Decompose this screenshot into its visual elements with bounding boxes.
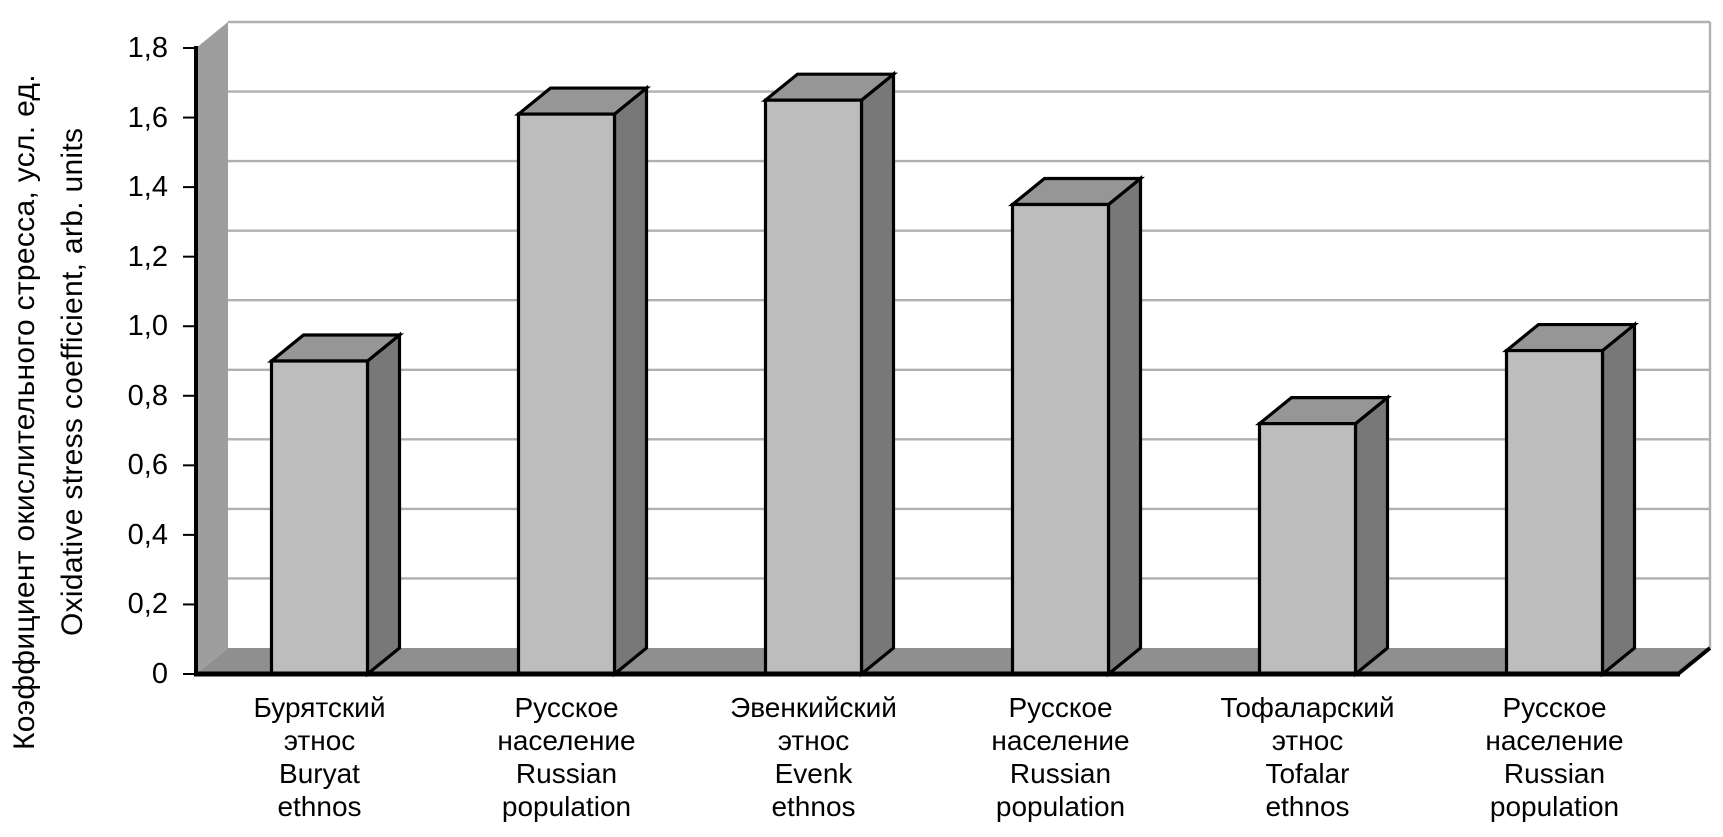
y-axis-label-russian: Коэффициент окислительного стресса, усл.…: [8, 74, 41, 750]
y-tick-label: 0,2: [127, 588, 168, 621]
y-tick-label: 1,8: [127, 32, 168, 64]
y-tick-label: 1,4: [127, 171, 168, 204]
floor-right-edge: [1676, 646, 1712, 676]
bar-side-face: [1600, 321, 1637, 678]
category-label-1: Русское население Russian population: [444, 691, 690, 823]
category-label-line: ethnos: [1265, 791, 1350, 822]
category-label-2: Эвенкийский этнос Evenk ethnos: [691, 691, 937, 823]
floor: [196, 648, 1710, 674]
bar-side-face: [1353, 394, 1390, 678]
bar-3: [1010, 202, 1111, 676]
category-label-line: Русское: [1502, 692, 1607, 723]
category-label-line: Russian: [515, 758, 618, 789]
category-label-line: Тофаларский: [1220, 692, 1395, 723]
category-label-line: ethnos: [277, 791, 362, 822]
category-label-line: Evenk: [774, 758, 853, 789]
bar-side-face: [1106, 175, 1143, 678]
category-label-line: население: [1485, 725, 1624, 756]
category-label-line: ethnos: [771, 791, 856, 822]
bar-0: [269, 359, 370, 676]
category-label-line: Tofalar: [1265, 758, 1350, 789]
bar-2: [763, 98, 864, 676]
category-label-line: Русское: [514, 692, 619, 723]
bar-side-face: [365, 331, 402, 678]
category-label-line: Buryat: [279, 758, 360, 789]
y-tick-label: 0,8: [127, 379, 168, 412]
category-label-line: этнос: [1271, 725, 1344, 756]
y-tick-label: 1,6: [127, 101, 168, 134]
wall-back: [228, 22, 1710, 648]
category-label-4: Тофаларский этнос Tofalar ethnos: [1185, 691, 1431, 823]
category-label-line: этнос: [283, 725, 356, 756]
y-tick-label: 0: [151, 658, 168, 690]
bar-4: [1257, 422, 1358, 676]
bar-5: [1504, 348, 1605, 676]
bar-side-face: [859, 70, 896, 678]
category-label-line: население: [497, 725, 636, 756]
y-tick-label: 0,4: [127, 518, 168, 551]
category-label-5: Русское население Russian population: [1432, 691, 1678, 823]
category-label-line: Бурятский: [253, 692, 386, 723]
category-label-line: Russian: [1009, 758, 1112, 789]
y-tick-label: 0,6: [127, 449, 168, 482]
category-label-line: население: [991, 725, 1130, 756]
category-label-0: Бурятский этнос Buryat ethnos: [197, 691, 443, 823]
y-tick-label: 1,2: [127, 240, 168, 273]
category-label-line: population: [995, 791, 1126, 822]
y-tick-label: 1,0: [127, 310, 168, 343]
bar-side-face: [612, 84, 649, 678]
category-label-line: этнос: [777, 725, 850, 756]
category-label-line: Russian: [1503, 758, 1606, 789]
category-label-line: population: [501, 791, 632, 822]
category-label-line: population: [1489, 791, 1620, 822]
category-label-line: Русское: [1008, 692, 1113, 723]
wall-side: [196, 22, 228, 674]
category-label-3: Русское население Russian population: [938, 691, 1184, 823]
bar-1: [516, 112, 617, 676]
category-label-line: Эвенкийский: [730, 692, 897, 723]
